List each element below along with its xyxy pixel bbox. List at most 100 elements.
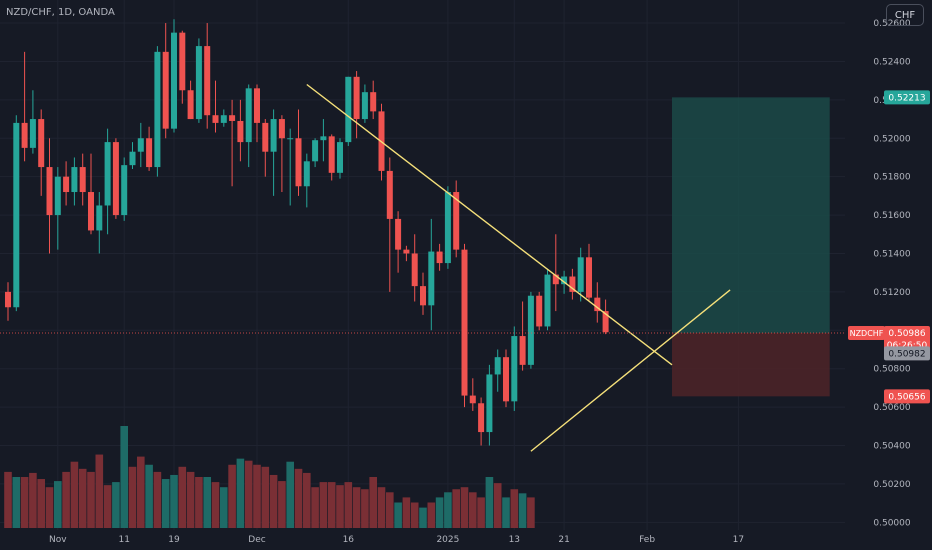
volume-bar: [327, 482, 336, 528]
trendline: [306, 83, 673, 366]
volume-bar: [103, 485, 112, 528]
price-tick-label: 0.51600: [873, 211, 910, 221]
symbol-tag-bg: [848, 325, 885, 340]
volume-bar: [294, 468, 303, 528]
candle-body: [577, 257, 584, 292]
volume-bar: [410, 502, 419, 528]
candle-body: [361, 92, 368, 120]
candle-body: [411, 253, 418, 287]
candle-body: [586, 257, 592, 298]
price-tick-label: 0.50400: [873, 442, 910, 452]
volume-bar: [220, 487, 228, 528]
volume-bar: [137, 456, 145, 528]
volume-bar: [527, 497, 535, 528]
volume-bar: [278, 481, 286, 528]
volume-bar: [78, 468, 87, 528]
candle-body: [453, 192, 460, 250]
candle-body: [478, 403, 485, 433]
candle-body: [303, 161, 310, 187]
volume-bar: [178, 466, 187, 528]
time-axis-label: Feb: [639, 535, 655, 545]
time-axis-label: 16: [343, 535, 355, 545]
candle-body: [154, 51, 161, 168]
candle-body: [88, 192, 94, 231]
candle-body: [295, 138, 302, 187]
volume-bar: [203, 477, 211, 528]
volume-bar: [236, 458, 245, 528]
volume-bar: [145, 464, 153, 528]
price-tick-label: 0.51400: [873, 249, 910, 259]
volume-bar: [29, 472, 37, 528]
candle-body: [436, 251, 443, 264]
volume-bar: [195, 477, 203, 528]
candle-body: [428, 251, 435, 306]
candle-body: [79, 167, 86, 193]
volume-bar: [419, 507, 427, 528]
volume-bar: [311, 487, 319, 528]
volume-bar: [444, 492, 452, 528]
volume-bar: [87, 471, 95, 528]
price-tick-label: 0.52400: [873, 57, 910, 67]
time-axis-label: 2025: [436, 535, 459, 545]
candle-body: [278, 119, 285, 139]
candle-body: [345, 76, 352, 143]
candle-body: [536, 295, 543, 327]
candle-body: [561, 276, 568, 285]
candle-body: [287, 138, 294, 140]
time-axis-label: 17: [733, 535, 744, 545]
candle-body: [262, 122, 269, 152]
candle-body: [503, 357, 509, 402]
volume-bar: [518, 493, 527, 528]
price-tick-label: 0.51800: [873, 173, 910, 183]
candle-body: [337, 142, 343, 173]
time-axis-label: 11: [118, 535, 129, 545]
candle-body: [494, 357, 501, 375]
volume-bar: [20, 477, 29, 528]
candle-body: [237, 120, 244, 143]
volume-bar: [460, 487, 469, 528]
volume-bar: [485, 477, 494, 528]
target-zone: [672, 97, 830, 333]
volume-bar: [502, 497, 510, 528]
candle-body: [21, 122, 28, 148]
volume-bar: [269, 474, 278, 528]
candle-body: [29, 119, 36, 148]
entry-price-label-bg: [884, 346, 930, 361]
volume-bar: [62, 471, 70, 528]
time-axis-label: Dec: [248, 535, 265, 545]
volume-bar: [253, 464, 261, 528]
candle-body: [162, 51, 169, 129]
price-tick-label: 0.50000: [873, 518, 910, 528]
price-tick-label: 0.52000: [873, 134, 910, 144]
candle-body: [594, 297, 601, 312]
volume-bar: [427, 502, 436, 528]
candle-body: [146, 138, 153, 168]
candle-body: [171, 32, 177, 129]
volume-bar: [170, 474, 178, 528]
candle-body: [395, 218, 402, 250]
stop-price-label-bg: [884, 389, 930, 404]
candle-body: [179, 32, 186, 91]
candle-body: [444, 192, 451, 264]
target-price-label: 0.52213: [888, 93, 925, 103]
volume-bar: [435, 497, 444, 528]
volume-bar: [211, 482, 220, 528]
currency-selector-button[interactable]: CHF: [886, 4, 924, 26]
candle-body: [104, 142, 111, 206]
candle-body: [5, 291, 11, 308]
entry-price-label: 0.50982: [888, 349, 925, 359]
candle-body: [511, 336, 518, 402]
candle-body: [96, 205, 103, 231]
volume-bar: [361, 489, 369, 528]
candle-body: [54, 176, 61, 216]
time-axis-label: 13: [509, 535, 520, 545]
stop-zone: [672, 332, 830, 397]
candle-body: [71, 167, 78, 193]
candle-body: [46, 167, 53, 216]
candle-body: [13, 122, 20, 308]
volume-bar: [377, 487, 386, 528]
last-price-label: 06:26:50: [887, 341, 928, 351]
volume-bar: [402, 497, 411, 528]
time-axis-label: Nov: [49, 535, 67, 545]
